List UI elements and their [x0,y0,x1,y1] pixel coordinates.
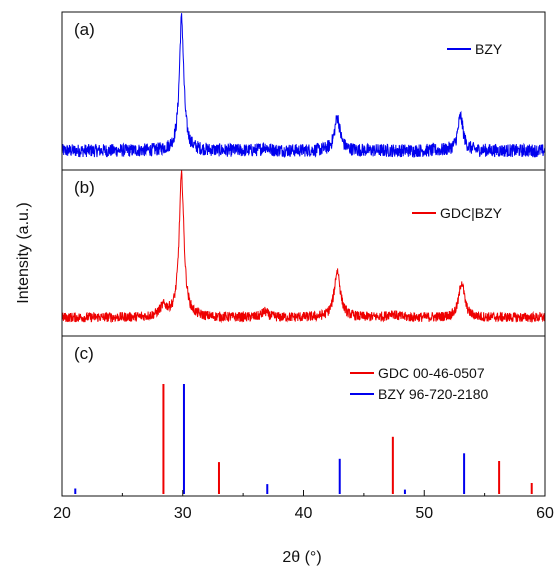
y-axis-title: Intensity (a.u.) [15,202,32,303]
x-tick-label: 30 [174,505,192,522]
panel-label: (c) [74,344,94,363]
x-tick-label: 20 [53,505,71,522]
x-tick-label: 50 [415,505,433,522]
panel-frame [61,335,546,497]
panel-1: (a) BZY [61,11,546,171]
panel-2: (b) GDC|BZY [61,169,546,337]
series-line [61,170,546,324]
x-tick-label: 40 [295,505,313,522]
x-axis-title: 2θ (°) [282,549,321,566]
legend-label: BZY 96-720-2180 [378,386,488,402]
x-tick-label: 60 [536,505,554,522]
legend-label: BZY [475,41,503,57]
panel-label: (b) [74,178,95,197]
legend-label: GDC|BZY [440,205,503,221]
panels-layer: (a) BZY (b) GDC|BZY (c) GDC 00-46-0507 BZY 96-… [61,11,546,497]
panel-3: (c) GDC 00-46-0507 BZY 96-720-2180 [61,335,546,497]
legend-label: GDC 00-46-0507 [378,365,485,381]
panel-label: (a) [74,20,95,39]
series-line [61,13,546,158]
x-axis-ticks: 20 30 40 50 60 [53,490,554,522]
